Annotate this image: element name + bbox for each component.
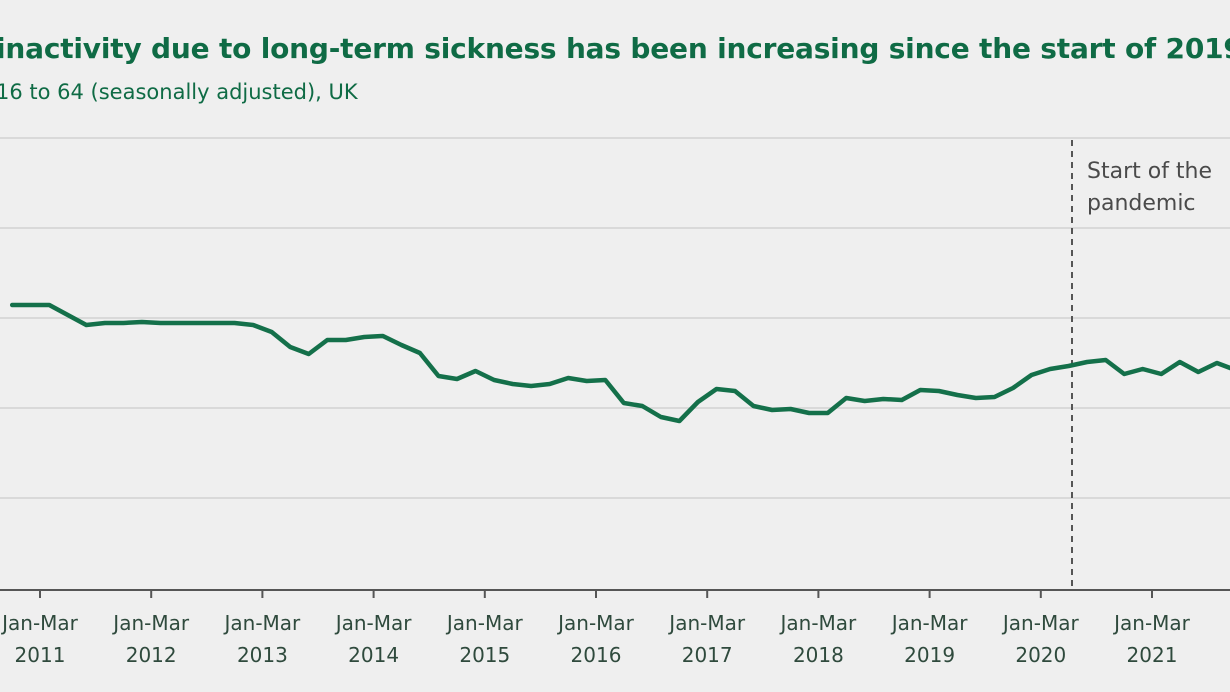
x-tick-label-period: Jan-Mar: [667, 611, 746, 635]
data-point: [622, 401, 625, 405]
data-point: [1104, 358, 1107, 362]
x-tick-label-year: 2019: [904, 643, 955, 667]
data-point: [251, 323, 255, 327]
data-point: [1030, 373, 1033, 377]
data-point: [752, 404, 755, 408]
data-point: [11, 303, 14, 307]
data-point: [1141, 367, 1144, 371]
data-point: [511, 382, 514, 386]
x-tick-label-period: Jan-Mar: [0, 611, 79, 635]
data-point: [1197, 370, 1200, 374]
data-point: [307, 352, 310, 356]
x-tick-label-year: 2011: [15, 643, 66, 667]
data-point: [529, 384, 533, 388]
chart-subtitle: 16 to 64 (seasonally adjusted), UK: [0, 80, 358, 104]
data-point: [1011, 386, 1015, 390]
data-point: [641, 404, 644, 408]
x-tick-label-year: 2020: [1015, 643, 1066, 667]
data-point: [270, 330, 273, 334]
x-tick-label-period: Jan-Mar: [556, 611, 635, 635]
data-point: [66, 313, 70, 317]
data-point: [85, 323, 88, 327]
data-point: [418, 351, 422, 355]
data-point: [659, 415, 663, 419]
data-point: [807, 411, 811, 415]
series-layer: [9, 302, 1230, 424]
x-tick-label-period: Jan-Mar: [111, 611, 190, 635]
data-point: [845, 396, 848, 400]
series-line: [9, 302, 1230, 424]
data-point: [140, 320, 144, 324]
x-tick-label-period: Jan-Mar: [779, 611, 858, 635]
data-point: [344, 338, 347, 342]
data-point: [604, 378, 607, 382]
annotation-label: Start of the: [1087, 159, 1212, 184]
x-tick-label-period: Jan-Mar: [445, 611, 524, 635]
data-point: [122, 321, 125, 325]
data-point: [715, 387, 718, 391]
data-point: [919, 388, 922, 392]
x-tick-label-year: 2013: [237, 643, 288, 667]
data-point: [548, 382, 551, 386]
data-point: [882, 397, 885, 401]
data-point: [48, 303, 51, 307]
x-tick-label-year: 2021: [1127, 643, 1178, 667]
data-point: [956, 393, 959, 397]
data-point: [400, 343, 403, 347]
data-point: [1048, 367, 1052, 371]
x-tick-label-period: Jan-Mar: [1001, 611, 1080, 635]
x-tick-label-year: 2015: [459, 643, 510, 667]
data-point: [789, 407, 792, 411]
data-point: [1123, 372, 1126, 376]
x-tick-label-year: 2014: [348, 643, 399, 667]
x-tick-label-year: 2012: [126, 643, 177, 667]
chart-title: inactivity due to long-term sickness has…: [0, 32, 1230, 65]
data-point: [993, 395, 996, 399]
x-tick-label-period: Jan-Mar: [1112, 611, 1191, 635]
data-point: [233, 321, 236, 325]
data-point: [29, 303, 32, 307]
data-point: [363, 335, 366, 339]
data-point: [103, 321, 107, 325]
x-tick-label-period: Jan-Mar: [223, 611, 302, 635]
data-point: [196, 321, 199, 325]
x-tick-label-period: Jan-Mar: [334, 611, 413, 635]
x-tick-label-year: 2018: [793, 643, 844, 667]
data-point: [585, 379, 588, 383]
pandemic-annotation: Start of the pandemic: [1071, 140, 1212, 590]
x-tick-label-year: 2017: [682, 643, 733, 667]
data-point: [474, 369, 477, 373]
data-point: [437, 374, 440, 378]
data-point: [455, 377, 459, 381]
data-point: [214, 321, 218, 325]
x-ticks: Jan-Mar 2011 Jan-Mar 2012 Jan-Mar 2013 Jan-Mar…: [0, 590, 1191, 667]
data-point: [567, 376, 570, 380]
data-point: [937, 389, 941, 393]
data-point: [733, 389, 737, 393]
x-tick-label-period: Jan-Mar: [890, 611, 969, 635]
data-point: [1160, 372, 1163, 376]
data-point: [696, 400, 700, 404]
x-tick-label-year: 2016: [571, 643, 622, 667]
data-point: [770, 408, 774, 412]
gridlines: [0, 137, 1230, 499]
data-point: [1215, 361, 1219, 365]
data-point: [826, 411, 829, 415]
data-point: [863, 399, 866, 403]
data-point: [974, 396, 978, 400]
data-point: [1067, 364, 1070, 368]
data-point: [1085, 360, 1089, 364]
data-point: [381, 334, 385, 338]
data-point: [289, 345, 292, 349]
data-point: [326, 338, 329, 342]
data-point: [1178, 360, 1182, 364]
data-point: [177, 321, 181, 325]
data-point: [159, 321, 162, 325]
annotation-label: pandemic: [1087, 191, 1196, 216]
data-point: [678, 419, 681, 423]
data-point: [900, 398, 903, 402]
data-point: [492, 378, 496, 382]
